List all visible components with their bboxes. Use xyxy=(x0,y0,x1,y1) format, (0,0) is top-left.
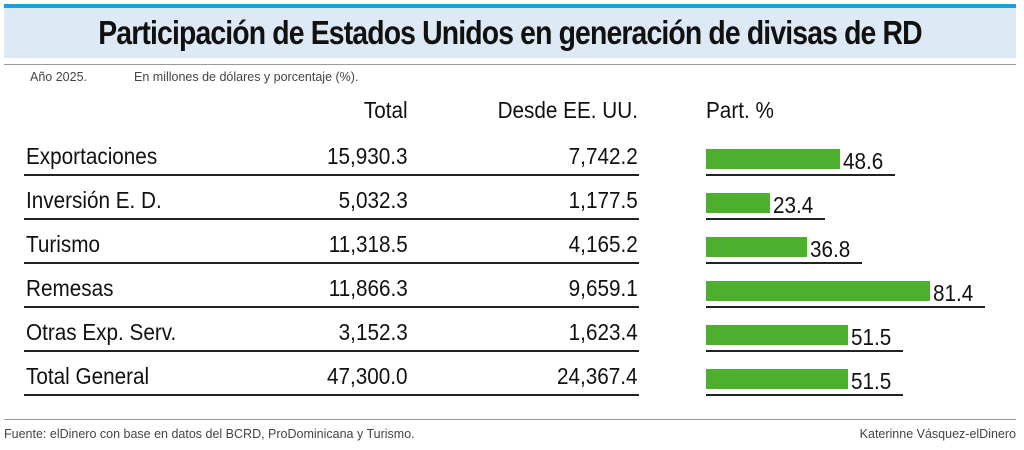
part-underline xyxy=(706,218,825,220)
chart-title: Participación de Estados Unidos en gener… xyxy=(98,14,922,51)
units-note: En millones de dólares y porcentaje (%). xyxy=(134,70,359,84)
row-underline xyxy=(24,350,411,352)
row-underline xyxy=(24,262,411,264)
row-desde-eeuu: 9,659.1 xyxy=(568,275,638,301)
row-desde-eeuu: 4,165.2 xyxy=(568,231,638,257)
row-desde-eeuu: 24,367.4 xyxy=(557,363,638,389)
top-divider xyxy=(4,64,1016,65)
row-underline-values xyxy=(411,350,639,352)
row-total: 11,318.5 xyxy=(328,231,408,257)
part-bar xyxy=(706,325,848,345)
row-underline-values xyxy=(411,218,639,220)
column-header-part: Part. % xyxy=(706,97,774,123)
row-total: 5,032.3 xyxy=(338,187,408,213)
table-row: Total General 47,300.0 24,367.4 51.5 xyxy=(0,355,1024,399)
credit-note: Katerinne Vásquez-elDinero xyxy=(859,427,1016,441)
part-value-label: 36.8 xyxy=(810,236,851,262)
row-label: Total General xyxy=(26,363,150,389)
part-underline xyxy=(706,394,903,396)
row-underline-values xyxy=(411,394,639,396)
part-value-label: 51.5 xyxy=(851,324,892,350)
row-underline xyxy=(24,174,411,176)
bottom-divider xyxy=(4,419,1016,420)
year-note: Año 2025. xyxy=(30,70,87,84)
part-value-label: 81.4 xyxy=(933,280,974,306)
part-bar xyxy=(706,237,807,257)
row-label: Otras Exp. Serv. xyxy=(26,319,177,345)
row-desde-eeuu: 1,177.5 xyxy=(568,187,638,213)
row-underline xyxy=(24,218,411,220)
part-bar xyxy=(706,369,848,389)
table-row: Turismo 11,318.5 4,165.2 36.8 xyxy=(0,223,1024,267)
title-banner: Participación de Estados Unidos en gener… xyxy=(4,4,1016,58)
row-total: 15,930.3 xyxy=(327,143,408,169)
row-underline xyxy=(24,394,411,396)
part-bar xyxy=(706,281,930,301)
row-total: 47,300.0 xyxy=(327,363,408,389)
table-row: Otras Exp. Serv. 3,152.3 1,623.4 51.5 xyxy=(0,311,1024,355)
part-value-label: 51.5 xyxy=(851,368,892,394)
part-underline xyxy=(706,350,903,352)
table-row: Remesas 11,866.3 9,659.1 81.4 xyxy=(0,267,1024,311)
column-header-desde-eeuu: Desde EE. UU. xyxy=(497,97,638,123)
row-total: 3,152.3 xyxy=(338,319,408,345)
row-underline-values xyxy=(411,174,639,176)
column-header-total: Total xyxy=(364,97,408,123)
part-underline xyxy=(706,306,985,308)
part-bar xyxy=(706,149,840,169)
part-underline xyxy=(706,174,895,176)
row-label: Remesas xyxy=(26,275,114,301)
source-note: Fuente: elDinero con base en datos del B… xyxy=(4,427,415,441)
table-row: Inversión E. D. 5,032.3 1,177.5 23.4 xyxy=(0,179,1024,223)
part-value-label: 48.6 xyxy=(843,148,884,174)
row-underline xyxy=(24,306,411,308)
part-value-label: 23.4 xyxy=(773,192,814,218)
row-desde-eeuu: 7,742.2 xyxy=(568,143,638,169)
row-total: 11,866.3 xyxy=(328,275,408,301)
row-label: Inversión E. D. xyxy=(26,187,162,213)
row-desde-eeuu: 1,623.4 xyxy=(568,319,638,345)
part-bar xyxy=(706,193,770,213)
row-underline-values xyxy=(411,262,639,264)
table-row: Exportaciones 15,930.3 7,742.2 48.6 xyxy=(0,135,1024,179)
part-underline xyxy=(706,262,862,264)
row-label: Exportaciones xyxy=(26,143,158,169)
row-label: Turismo xyxy=(26,231,100,257)
row-underline-values xyxy=(411,306,639,308)
